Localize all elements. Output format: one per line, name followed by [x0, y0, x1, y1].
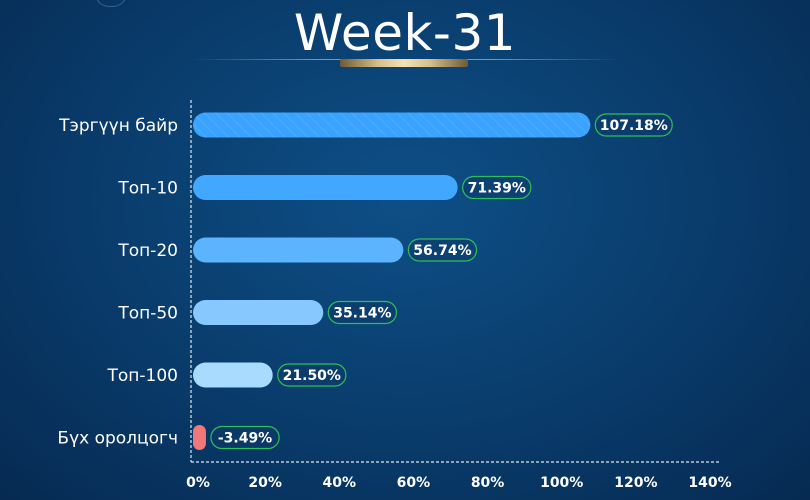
value-label-pill: [277, 363, 347, 387]
bar: [193, 362, 273, 388]
value-label: 35.14%: [333, 306, 391, 322]
category-label: Топ-20: [117, 241, 178, 261]
x-tick-label: 120%: [614, 475, 657, 491]
bar-texture: [193, 112, 591, 138]
bar: [193, 425, 206, 450]
value-label-pill: [594, 113, 673, 137]
bar: [193, 300, 324, 325]
x-tick-label: 80%: [471, 475, 505, 491]
category-label: Топ-10: [117, 179, 178, 199]
value-label: 21.50%: [283, 368, 341, 384]
value-label: 71.39%: [468, 181, 526, 197]
value-label-pill: [407, 238, 478, 262]
x-tick-label: 20%: [248, 475, 282, 491]
x-tick-label: 100%: [540, 475, 583, 491]
value-label-pill: [210, 425, 280, 450]
bar: [193, 237, 404, 263]
value-label-pill: [462, 175, 532, 200]
x-tick-label: 60%: [397, 475, 431, 491]
category-label: Топ-50: [117, 304, 178, 324]
title-accent-bar: [340, 59, 468, 67]
category-label: Бүх оролцогч: [57, 429, 178, 449]
category-label: Тэргүүн байр: [58, 116, 178, 136]
category-label: Топ-100: [107, 366, 178, 386]
value-label: 107.18%: [600, 118, 668, 134]
x-tick-label: 0%: [186, 475, 210, 491]
value-label: -3.49%: [218, 431, 272, 447]
x-tick-label: 40%: [323, 475, 357, 491]
value-label-pill: [327, 300, 398, 325]
x-tick-label: 140%: [688, 475, 731, 491]
chart-title: Week-31: [293, 4, 517, 62]
bar: [193, 175, 458, 200]
value-label: 56.74%: [413, 243, 471, 259]
